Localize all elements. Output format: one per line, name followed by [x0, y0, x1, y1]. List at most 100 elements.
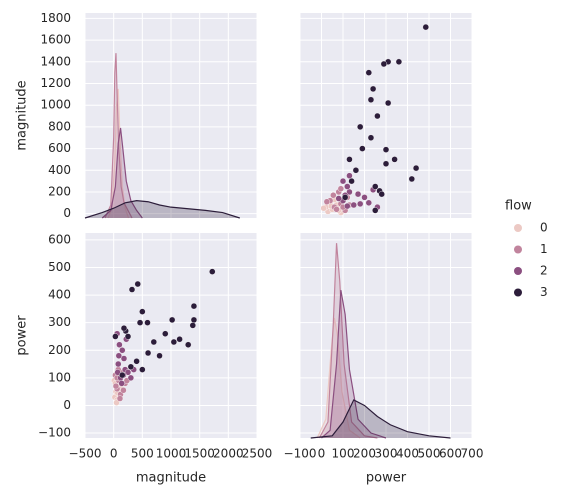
scatter-point	[346, 156, 353, 163]
y-tick-label: 600	[48, 232, 71, 246]
scatter-point	[346, 188, 353, 196]
scatter-point	[344, 202, 351, 210]
scatter-point	[369, 85, 377, 93]
kde-area	[107, 88, 129, 218]
scatter-point	[382, 146, 390, 153]
scatter-point	[144, 319, 151, 326]
scatter-point	[112, 333, 119, 340]
y-axis-label: magnitude	[15, 80, 30, 150]
x-tick-label: 400	[396, 447, 419, 461]
y-tick-label: 1800	[40, 11, 71, 25]
y-tick-label: 1400	[40, 54, 71, 68]
kde-area	[102, 127, 143, 218]
scatter-point	[128, 286, 136, 293]
scatter-point	[323, 198, 331, 205]
kde-line	[101, 127, 143, 219]
y-tick-label: 400	[48, 163, 71, 177]
scatter-point	[127, 374, 135, 382]
scatter-point	[156, 352, 163, 359]
legend-marker	[514, 267, 522, 275]
scatter-point	[139, 308, 146, 315]
scatter-point	[120, 324, 128, 332]
y-tick-label: −100	[38, 426, 71, 440]
scatter-point	[119, 371, 126, 379]
x-axis-label: power	[366, 471, 407, 486]
y-tick-label: 100	[48, 370, 71, 384]
kde-line	[318, 243, 378, 439]
kde-area	[321, 290, 386, 438]
scatter-point	[341, 194, 349, 201]
scatter-point	[357, 123, 364, 131]
y-tick-label: 1200	[40, 76, 71, 90]
legend-label: 1	[540, 242, 548, 256]
scatter-point	[170, 338, 178, 346]
y-tick-label: 0	[63, 206, 71, 220]
scatter-point	[189, 322, 196, 329]
kde-area	[85, 200, 240, 218]
x-tick-label: 100	[332, 447, 355, 461]
x-tick-label: 0	[318, 447, 326, 461]
scatter-point	[127, 363, 135, 371]
legend-marker	[514, 288, 522, 297]
scatter-point	[116, 395, 124, 402]
scatter-point	[150, 338, 158, 346]
scatter-point	[333, 206, 340, 213]
x-tick-label: 600	[439, 447, 462, 461]
scatter-point	[367, 96, 375, 103]
scatter-point	[354, 190, 362, 198]
legend-marker	[514, 224, 522, 232]
x-axis-label: magnitude	[136, 471, 206, 486]
kde-line	[104, 53, 133, 219]
scatter-point	[337, 185, 345, 192]
x-tick-label: 1000	[156, 447, 187, 461]
x-tick-label: 2000	[213, 447, 244, 461]
x-tick-label: 1500	[184, 447, 215, 461]
kde-line	[321, 290, 387, 439]
scatter-point	[190, 316, 198, 324]
scatter-point	[144, 349, 152, 357]
x-tick-label: 500	[418, 447, 441, 461]
x-tick-label: 0	[110, 447, 118, 461]
x-tick-label: −100	[284, 447, 317, 461]
scatter-point	[209, 268, 216, 275]
y-tick-label: 600	[48, 141, 71, 155]
scatter-point	[112, 382, 120, 390]
scatter-point	[380, 60, 388, 68]
scatter-point	[365, 69, 372, 76]
legend-label: 2	[540, 264, 548, 278]
y-tick-label: 1600	[40, 33, 71, 47]
scatter-point	[348, 177, 355, 185]
x-tick-label: 200	[353, 447, 376, 461]
y-tick-label: 200	[48, 184, 71, 198]
scatter-point	[176, 336, 183, 343]
legend-label: 0	[540, 221, 548, 235]
scatter-point	[357, 200, 364, 208]
scatter-point	[384, 99, 392, 107]
scatter-point	[139, 366, 146, 373]
scatter-point	[382, 160, 390, 167]
y-tick-label: 800	[48, 119, 71, 133]
x-tick-label: 300	[375, 447, 398, 461]
kde-area	[317, 317, 361, 438]
scatter-point	[119, 347, 126, 354]
y-tick-label: 0	[63, 398, 71, 412]
kde-line	[316, 317, 361, 439]
legend-label: 3	[540, 285, 548, 299]
scatter-point	[350, 201, 357, 209]
scatter-point	[124, 333, 132, 340]
scatter-point	[339, 177, 347, 185]
scatter-point	[133, 358, 140, 365]
y-tick-label: 1000	[40, 98, 71, 112]
scatter-point	[168, 316, 176, 324]
scatter-point	[391, 156, 398, 163]
scatter-point	[190, 302, 198, 310]
scatter-point	[422, 23, 429, 31]
scatter-point	[374, 112, 381, 120]
scatter-point	[134, 280, 141, 288]
x-tick-label: 2500	[242, 447, 273, 461]
y-tick-label: 500	[48, 260, 71, 274]
y-axis-label: power	[15, 315, 30, 356]
scatter-point	[136, 319, 144, 326]
scatter-point	[408, 175, 415, 183]
